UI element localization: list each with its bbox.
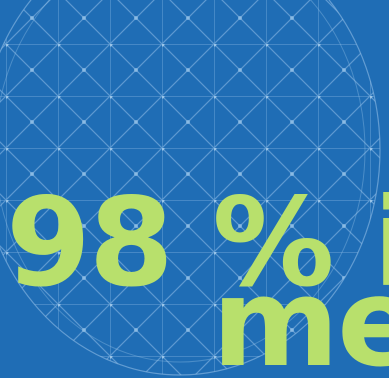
sphere-outline [0,0,381,376]
headline-line-1: 98 % i [6,172,389,314]
headline-line-2: me [212,252,389,378]
sphere-ring [0,0,366,363]
